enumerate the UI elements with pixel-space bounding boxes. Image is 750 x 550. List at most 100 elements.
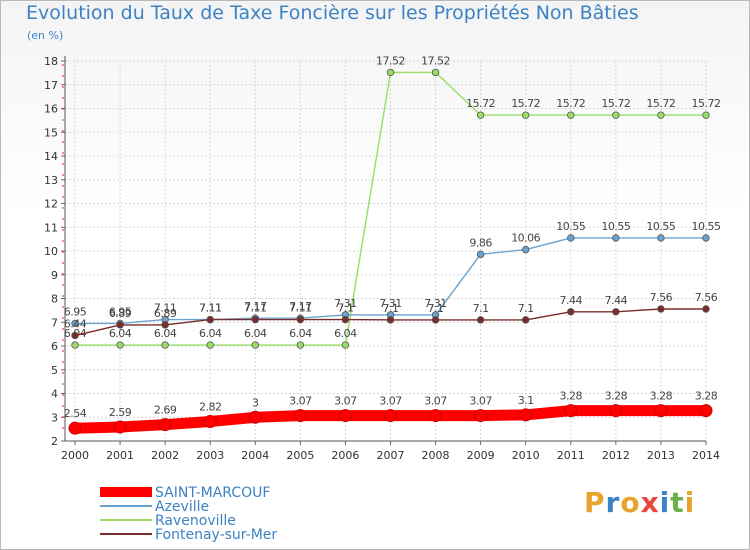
y-tick-label: 6 — [51, 340, 58, 353]
axis-dot — [62, 306, 64, 308]
data-point — [702, 234, 710, 242]
y-tick-label: 12 — [44, 198, 58, 211]
x-tick-label: 2010 — [512, 449, 540, 462]
axis-dot — [62, 383, 64, 385]
data-point — [338, 409, 352, 423]
x-tick-label: 2005 — [286, 449, 314, 462]
data-point — [702, 305, 710, 313]
data-point — [206, 341, 214, 349]
data-label: 17.52 — [421, 54, 450, 67]
data-point — [116, 341, 124, 349]
data-label: 7.1 — [473, 302, 489, 315]
axis-dot — [62, 372, 64, 374]
y-tick-label: 7 — [51, 316, 58, 329]
data-label: 3.07 — [379, 395, 402, 408]
data-point — [113, 420, 127, 434]
data-point — [609, 404, 623, 418]
data-point — [612, 308, 620, 316]
y-tick-label: 16 — [44, 103, 58, 116]
legend-label: Ravenoville — [155, 513, 236, 529]
axis-dot — [62, 229, 64, 231]
data-point — [161, 341, 169, 349]
data-label: 10.55 — [691, 220, 720, 233]
data-point — [68, 421, 82, 435]
data-label: 7.1 — [382, 302, 398, 315]
data-point — [158, 418, 172, 432]
y-tick-label: 4 — [51, 388, 58, 401]
axis-dot — [62, 416, 64, 418]
axis-dot — [62, 339, 64, 341]
data-label: 6.44 — [64, 318, 87, 331]
data-point — [657, 305, 665, 313]
data-label: 7.11 — [199, 302, 222, 315]
data-label: 10.55 — [556, 220, 585, 233]
data-point — [383, 409, 397, 423]
data-point — [206, 315, 214, 324]
data-point — [476, 316, 485, 324]
y-tick-label: 10 — [44, 245, 58, 258]
axis-dot — [62, 130, 64, 132]
data-point — [203, 415, 217, 429]
data-label: 3.07 — [289, 395, 312, 408]
data-point — [386, 316, 395, 324]
axis-dot — [62, 119, 64, 121]
data-label: 2.69 — [154, 404, 177, 417]
x-tick-label: 2007 — [376, 449, 404, 462]
y-tick-label: 14 — [44, 150, 58, 163]
y-tick-label: 11 — [44, 221, 58, 234]
data-point — [567, 234, 575, 242]
data-point — [567, 111, 575, 119]
data-point — [248, 410, 262, 424]
data-point — [341, 341, 350, 349]
data-point — [431, 68, 440, 77]
axis-dot — [62, 361, 64, 363]
data-label: 7.1 — [428, 302, 444, 315]
axis-dot — [62, 97, 64, 99]
data-label: 15.72 — [691, 97, 720, 110]
y-tick-label: 15 — [44, 126, 58, 139]
data-label: 6.89 — [154, 307, 177, 320]
data-label: 3.28 — [650, 390, 673, 403]
y-tick-label: 17 — [44, 79, 58, 92]
data-label: 15.72 — [466, 97, 495, 110]
axis-dot — [62, 273, 64, 275]
x-tick-label: 2013 — [647, 449, 675, 462]
axis-dot — [62, 141, 64, 143]
x-tick-label: 2009 — [467, 449, 495, 462]
data-label: 3.1 — [518, 394, 534, 407]
data-label: 7.44 — [560, 294, 583, 307]
data-label: 15.72 — [601, 97, 630, 110]
data-label: 17.52 — [376, 54, 405, 67]
y-tick-label: 18 — [44, 55, 58, 68]
data-point — [251, 341, 259, 349]
legend-label: SAINT-MARCOUF — [155, 485, 270, 501]
data-label: 6.04 — [154, 327, 177, 340]
axis-dot — [62, 163, 64, 165]
axis-dot — [62, 427, 64, 429]
data-label: 6.95 — [109, 305, 132, 318]
data-label: 7.56 — [695, 291, 718, 304]
data-label: 7.11 — [289, 302, 312, 315]
data-label: 6.04 — [289, 327, 312, 340]
data-point — [657, 234, 665, 242]
axis-dot — [62, 350, 64, 352]
data-label: 6.04 — [244, 327, 267, 340]
legend-label: Azeville — [155, 499, 209, 515]
data-label: 7.11 — [244, 302, 267, 315]
data-point — [429, 409, 443, 423]
x-tick-label: 2001 — [106, 449, 134, 462]
data-label: 10.55 — [646, 220, 675, 233]
data-label: 2.54 — [64, 407, 87, 420]
x-tick-label: 2003 — [196, 449, 224, 462]
x-tick-label: 2008 — [422, 449, 450, 462]
data-point — [71, 331, 79, 340]
data-label: 3.28 — [560, 390, 583, 403]
axis-dot — [62, 75, 64, 77]
axis-dot — [62, 295, 64, 297]
data-label: 3.07 — [469, 395, 492, 408]
chart-unit-label: (en %) — [27, 29, 64, 42]
axis-dot — [62, 196, 64, 198]
y-tick-label: 3 — [51, 411, 58, 424]
data-label: 6.04 — [109, 327, 132, 340]
data-point — [702, 111, 710, 119]
